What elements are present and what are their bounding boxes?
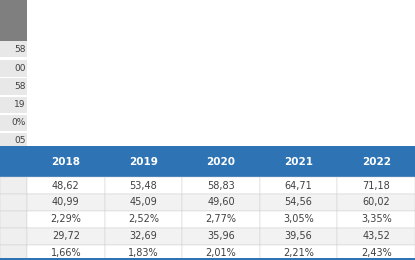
Bar [260, 211, 337, 228]
Bar [0, 194, 27, 211]
Text: 05: 05 [14, 136, 26, 146]
Text: 32,69: 32,69 [129, 231, 157, 241]
Text: 71,18: 71,18 [362, 180, 390, 191]
Text: 19: 19 [14, 100, 26, 109]
Text: 2,01%: 2,01% [205, 248, 237, 258]
Text: 40,99: 40,99 [52, 197, 80, 207]
Bar [337, 194, 415, 211]
Bar [0, 96, 27, 113]
Text: 2021: 2021 [284, 157, 313, 167]
Bar [0, 41, 27, 57]
Bar [27, 211, 105, 228]
Text: 2,43%: 2,43% [361, 248, 392, 258]
Text: 35,96: 35,96 [207, 231, 235, 241]
Text: 58: 58 [14, 44, 26, 54]
Bar [0, 245, 27, 260]
Bar [0, 115, 27, 131]
Bar [0, 147, 415, 177]
Bar [0, 228, 27, 245]
Bar [337, 211, 415, 228]
Text: 3,35%: 3,35% [361, 214, 392, 224]
Text: 00: 00 [14, 64, 26, 73]
Text: 58,83: 58,83 [207, 180, 235, 191]
Text: 1,66%: 1,66% [51, 248, 81, 258]
Bar [27, 194, 105, 211]
Text: 29,72: 29,72 [52, 231, 80, 241]
Text: 2,29%: 2,29% [50, 214, 81, 224]
Bar [0, 146, 415, 147]
Text: 2019: 2019 [129, 157, 158, 167]
Text: 53,48: 53,48 [129, 180, 157, 191]
Bar [27, 245, 105, 260]
Bar [182, 194, 260, 211]
Bar [260, 228, 337, 245]
Text: 54,56: 54,56 [285, 197, 312, 207]
Bar [105, 245, 182, 260]
Bar [0, 60, 27, 77]
Bar [260, 194, 337, 211]
Bar [0, 258, 415, 260]
Bar [0, 133, 27, 149]
Bar [105, 194, 182, 211]
Bar [0, 211, 27, 228]
Text: 2020: 2020 [207, 157, 235, 167]
Text: 39,56: 39,56 [285, 231, 312, 241]
Bar [0, 0, 27, 42]
Bar [105, 211, 182, 228]
Bar [27, 228, 105, 245]
Text: 48,62: 48,62 [52, 180, 80, 191]
Text: 2,77%: 2,77% [205, 214, 237, 224]
Text: 60,02: 60,02 [362, 197, 390, 207]
Text: 49,60: 49,60 [207, 197, 235, 207]
Text: 64,71: 64,71 [285, 180, 312, 191]
Text: 2,21%: 2,21% [283, 248, 314, 258]
Text: 1,83%: 1,83% [128, 248, 159, 258]
Text: 3,05%: 3,05% [283, 214, 314, 224]
Text: 0%: 0% [11, 118, 26, 127]
Bar [337, 228, 415, 245]
Bar [105, 228, 182, 245]
Text: 2022: 2022 [362, 157, 391, 167]
Bar [105, 177, 182, 194]
Bar [0, 177, 27, 194]
Bar [182, 177, 260, 194]
Text: 58: 58 [14, 82, 26, 91]
Bar [337, 245, 415, 260]
Bar [0, 79, 27, 95]
Text: 2,52%: 2,52% [128, 214, 159, 224]
Bar [182, 245, 260, 260]
Bar [27, 177, 105, 194]
Text: 2018: 2018 [51, 157, 80, 167]
Bar [260, 245, 337, 260]
Bar [182, 228, 260, 245]
Text: 45,09: 45,09 [129, 197, 157, 207]
Bar [260, 177, 337, 194]
Bar [182, 211, 260, 228]
Text: 43,52: 43,52 [362, 231, 390, 241]
Bar [337, 177, 415, 194]
